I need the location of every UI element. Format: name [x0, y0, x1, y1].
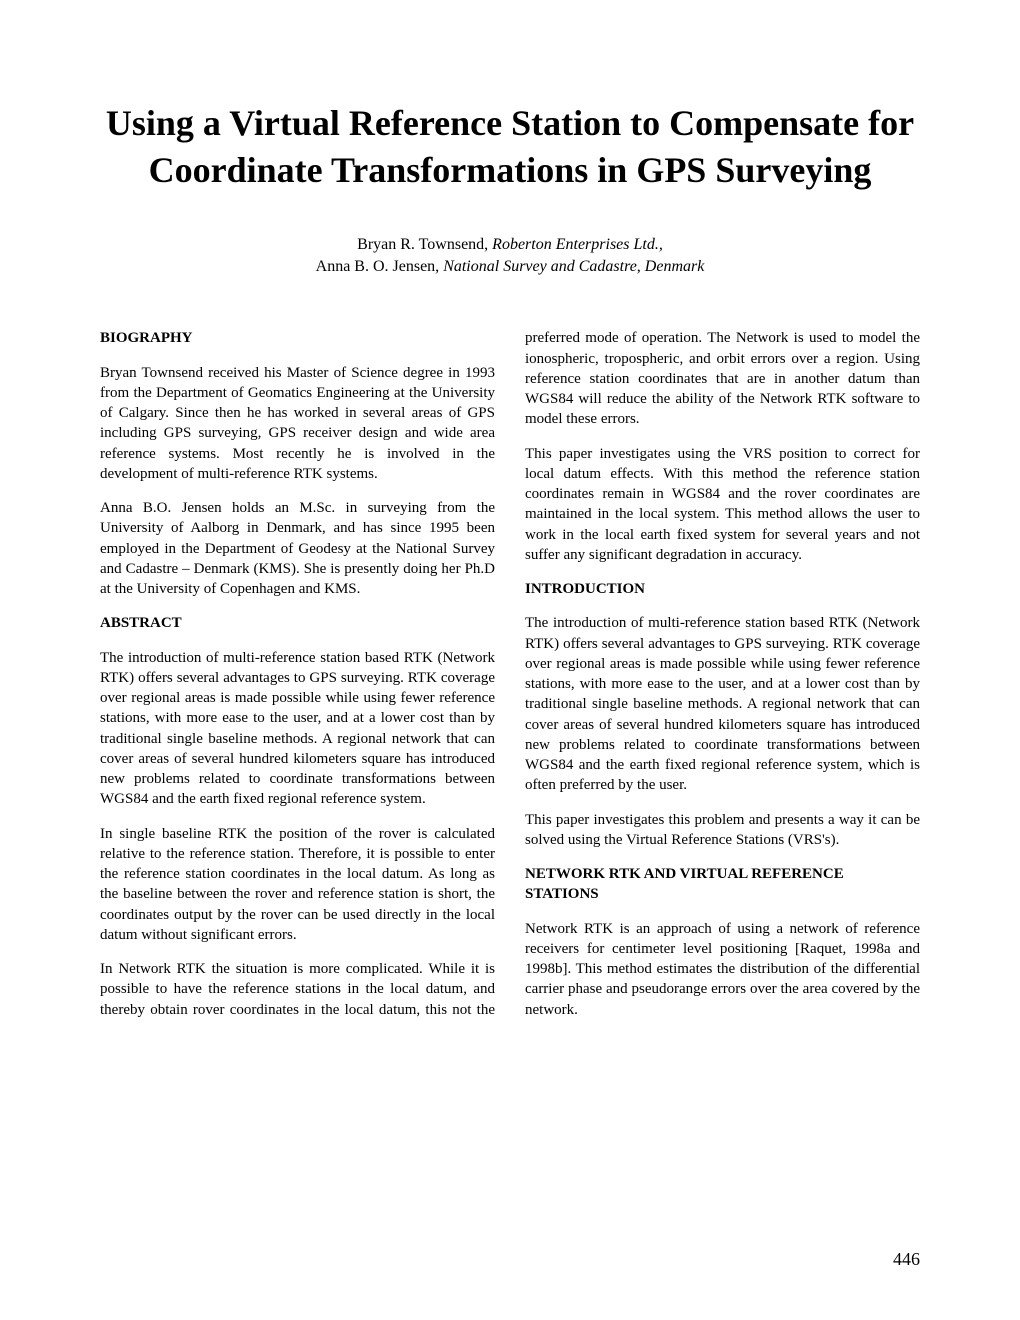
page-number: 446 [893, 1249, 920, 1270]
abstract-paragraph-1: The introduction of multi-reference stat… [100, 648, 495, 810]
introduction-heading: INTRODUCTION [525, 579, 920, 599]
author-affiliation-1: Roberton Enterprises Ltd., [492, 236, 663, 253]
author-name-1: Bryan R. Townsend, [357, 236, 492, 253]
introduction-paragraph-1: The introduction of multi-reference stat… [525, 613, 920, 795]
author-line-2: Anna B. O. Jensen, National Survey and C… [100, 256, 920, 278]
biography-paragraph-1: Bryan Townsend received his Master of Sc… [100, 363, 495, 485]
paper-title: Using a Virtual Reference Station to Com… [100, 100, 920, 194]
network-rtk-heading: NETWORK RTK AND VIRTUAL REFERENCE STATIO… [525, 864, 920, 905]
author-name-2: Anna B. O. Jensen, [316, 258, 444, 275]
abstract-paragraph-2: In single baseline RTK the position of t… [100, 824, 495, 946]
abstract-paragraph-4: This paper investigates using the VRS po… [525, 444, 920, 566]
abstract-heading: ABSTRACT [100, 613, 495, 633]
biography-paragraph-2: Anna B.O. Jensen holds an M.Sc. in surve… [100, 498, 495, 599]
author-affiliation-2: National Survey and Cadastre, Denmark [443, 258, 704, 275]
biography-heading: BIOGRAPHY [100, 328, 495, 348]
authors-block: Bryan R. Townsend, Roberton Enterprises … [100, 234, 920, 279]
author-line-1: Bryan R. Townsend, Roberton Enterprises … [100, 234, 920, 256]
network-rtk-paragraph-1: Network RTK is an approach of using a ne… [525, 919, 920, 1020]
introduction-paragraph-2: This paper investigates this problem and… [525, 810, 920, 851]
body-columns: BIOGRAPHY Bryan Townsend received his Ma… [100, 328, 920, 1027]
